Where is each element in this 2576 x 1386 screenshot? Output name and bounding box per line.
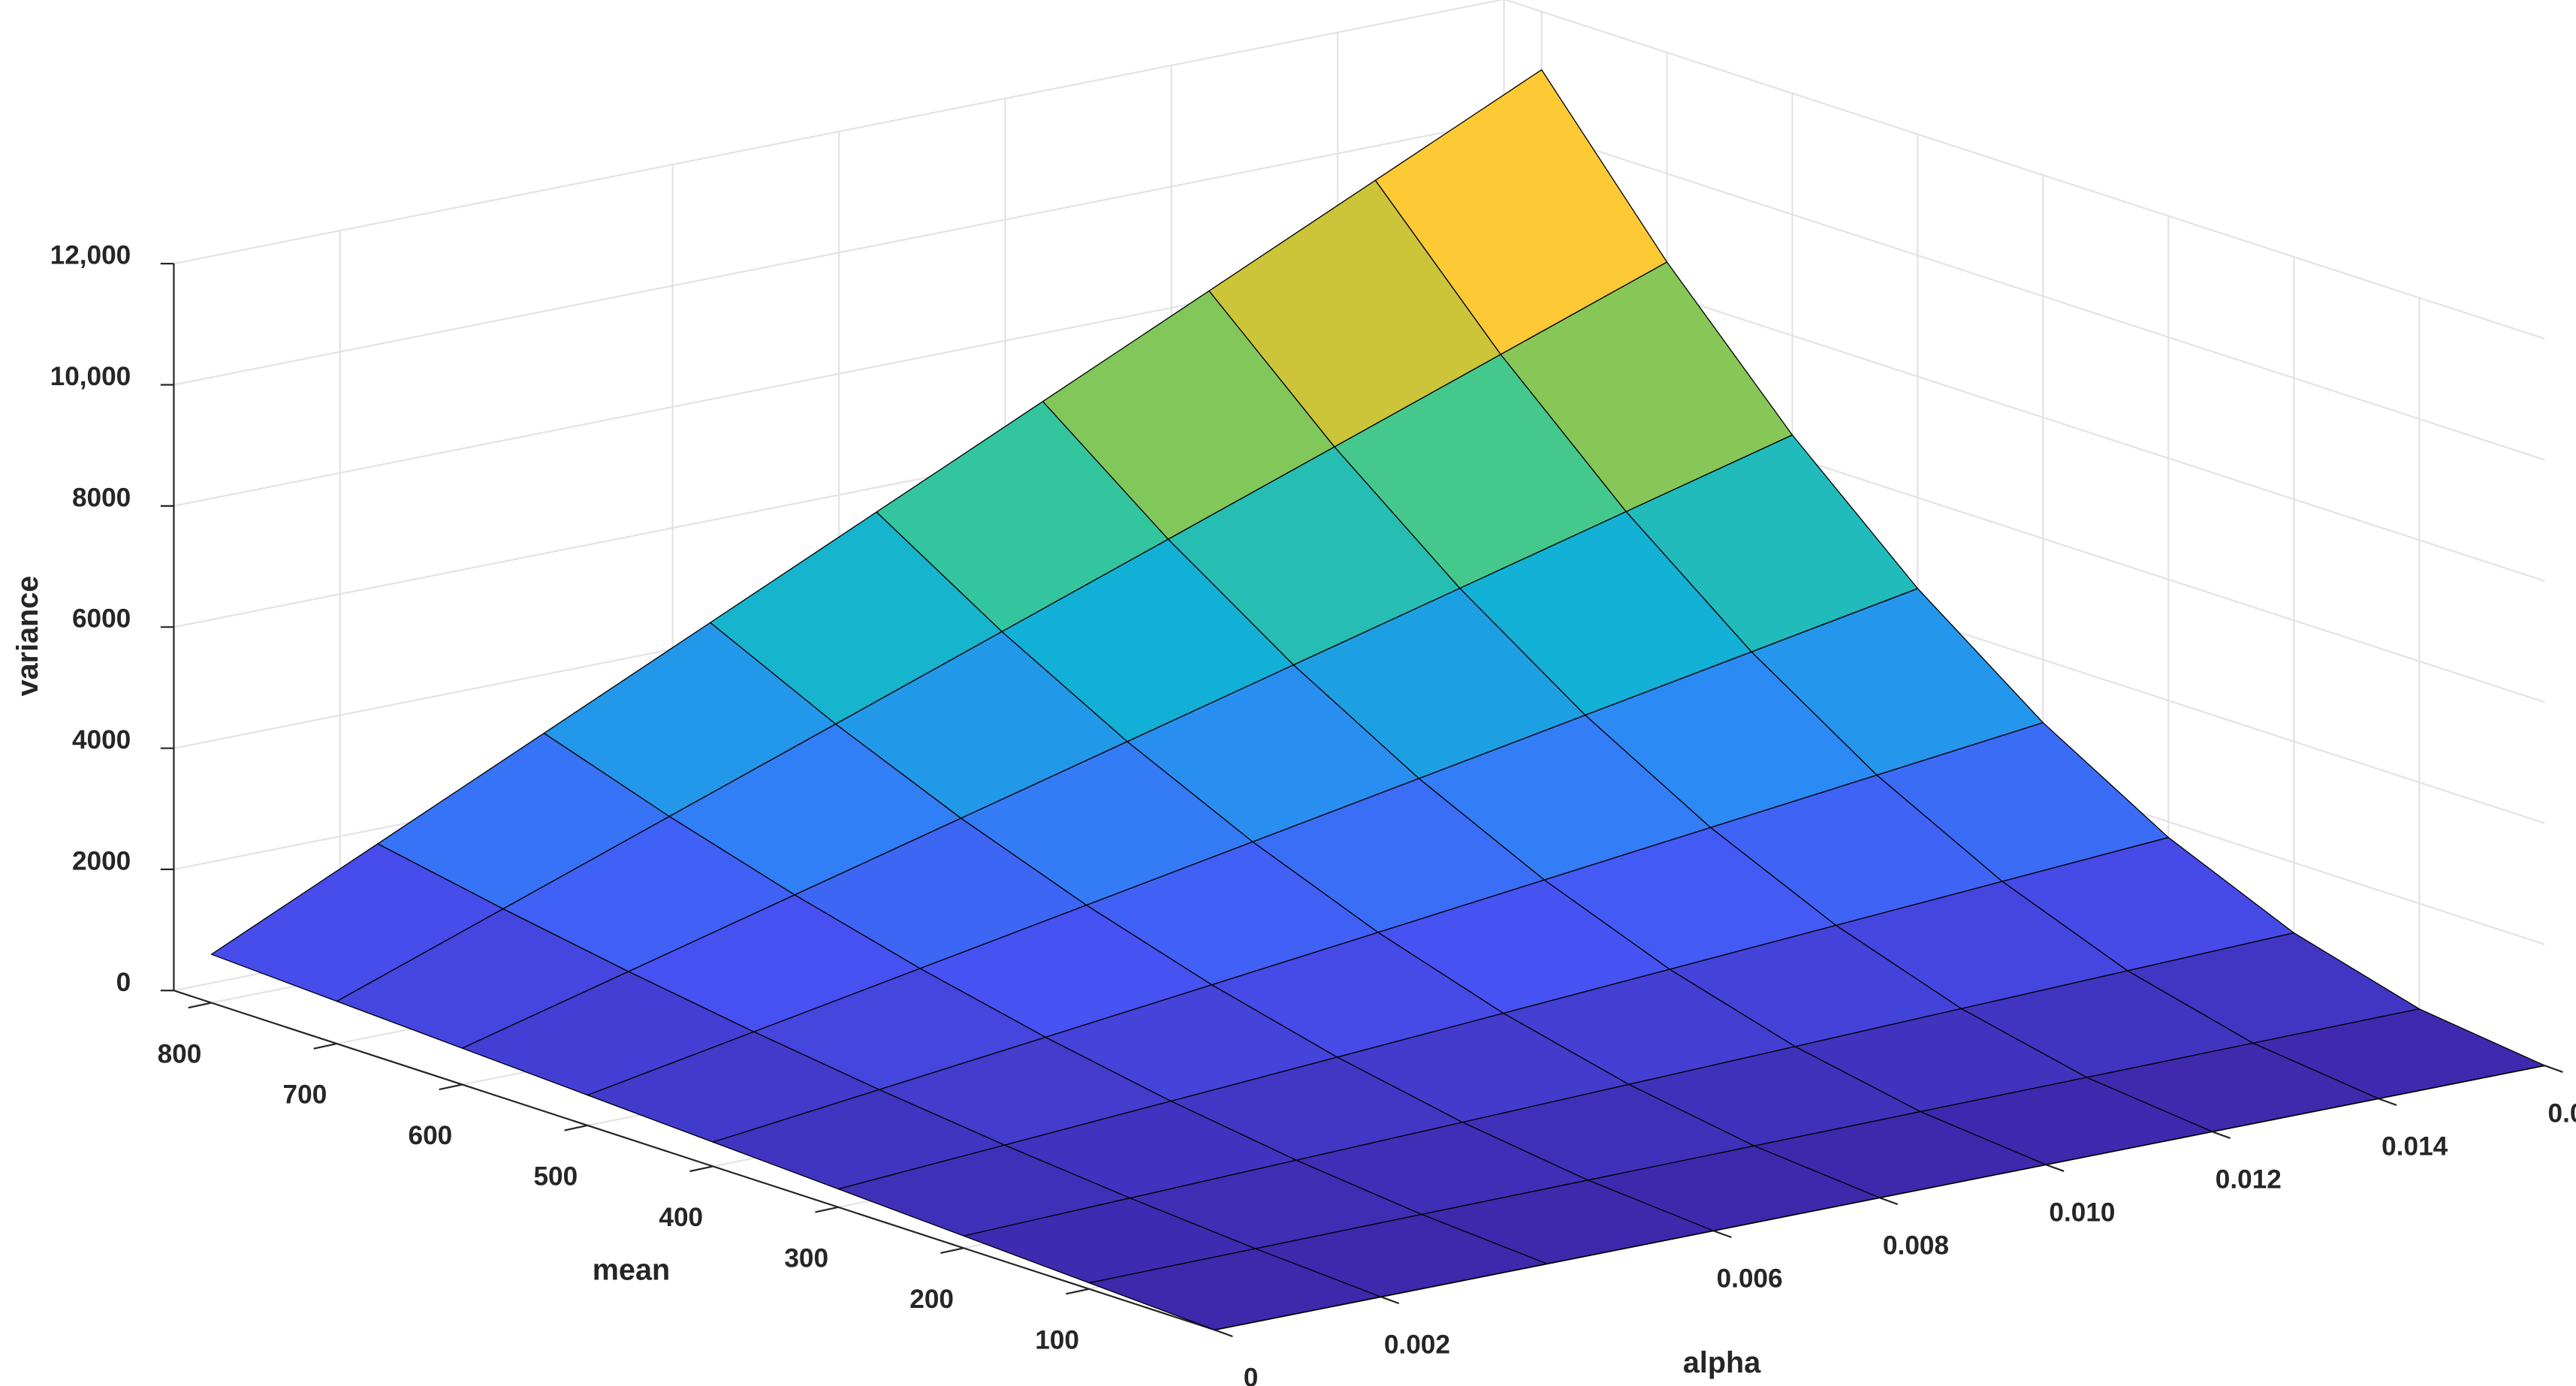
y-tick <box>564 1124 588 1131</box>
x-tick-label: 0.012 <box>2216 1165 2282 1194</box>
x-tick <box>1879 1197 1899 1206</box>
y-tick <box>188 1002 212 1009</box>
x-tick-label: 0 <box>1244 1363 1259 1386</box>
y-tick-label: 600 <box>409 1121 453 1150</box>
x-tick-label: 0.006 <box>1717 1264 1783 1293</box>
x-tick <box>2212 1131 2231 1139</box>
z-tick-label: 10,000 <box>50 362 131 391</box>
y-tick-label: 300 <box>784 1244 828 1273</box>
y-tick <box>439 1083 463 1091</box>
y-axis-title: mean <box>593 1254 670 1287</box>
z-tick-label: 0 <box>116 968 131 997</box>
z-tick-label: 2000 <box>72 846 131 875</box>
y-tick-label: 700 <box>283 1080 327 1110</box>
y-tick-label: 800 <box>158 1039 202 1068</box>
x-tick-label: 0.002 <box>1384 1330 1450 1359</box>
grid-line <box>1504 119 2545 461</box>
surface-patch <box>1088 1248 1382 1330</box>
x-tick <box>1380 1296 1400 1305</box>
y-tick <box>940 1247 964 1254</box>
grid-line <box>1504 0 2545 340</box>
x-tick <box>2045 1164 2065 1173</box>
z-tick-label: 12,000 <box>50 241 131 270</box>
y-tick <box>815 1206 839 1213</box>
x-tick-label: 0.008 <box>1883 1231 1949 1260</box>
z-axis-title: variance <box>11 576 44 697</box>
x-tick <box>1214 1329 1233 1338</box>
z-tick-label: 6000 <box>72 604 131 634</box>
y-axis-line <box>173 990 1215 1331</box>
x-axis-title: alpha <box>1683 1346 1761 1379</box>
y-tick <box>689 1165 713 1173</box>
z-tick-label: 4000 <box>72 725 131 755</box>
x-tick <box>2378 1098 2397 1106</box>
z-tick-label: 8000 <box>72 483 131 512</box>
x-tick <box>2544 1065 2563 1073</box>
x-tick-label: 0.010 <box>2049 1198 2115 1227</box>
y-tick <box>1066 1288 1090 1295</box>
y-tick-label: 100 <box>1035 1325 1079 1354</box>
y-tick-label: 500 <box>533 1162 578 1192</box>
y-tick <box>313 1042 337 1050</box>
y-tick-label: 200 <box>909 1285 954 1314</box>
y-tick-label: 400 <box>659 1203 703 1232</box>
x-tick-label: 0.014 <box>2381 1131 2448 1161</box>
surface <box>210 69 2545 1330</box>
x-tick-label: 0.016 <box>2548 1098 2576 1128</box>
x-tick <box>1712 1230 1732 1239</box>
axes: 0200040006000800010,00012,00010020030040… <box>50 241 2576 1386</box>
